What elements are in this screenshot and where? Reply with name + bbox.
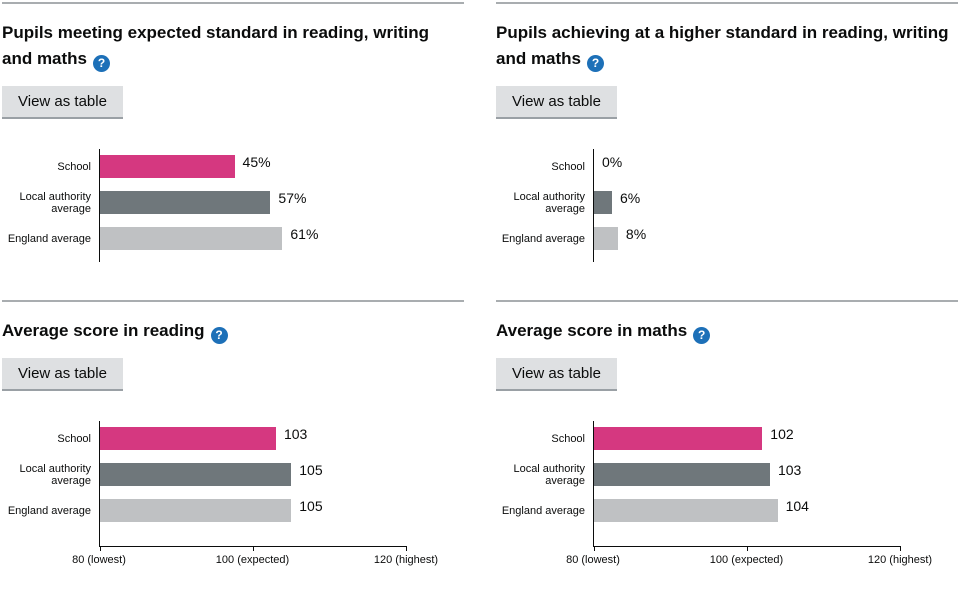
axis-tick xyxy=(406,546,407,551)
bar-school xyxy=(100,427,276,450)
bar-row: 45% xyxy=(100,155,399,178)
value-label: 103 xyxy=(283,426,308,442)
category-label-local-authority: Local authority average xyxy=(513,190,585,215)
x-axis-labels: 80 (lowest) 100 (expected) 120 (highest) xyxy=(72,554,438,568)
value-label: 103 xyxy=(777,462,802,478)
chart-title-maths: Average score in maths? xyxy=(496,318,951,344)
category-labels: School Local authority average England a… xyxy=(2,421,99,547)
bar-row: 57% xyxy=(100,191,399,214)
help-icon[interactable]: ? xyxy=(693,326,711,344)
bar-row: 102 xyxy=(594,427,900,450)
panel-higher-standard: Pupils achieving at a higher standard in… xyxy=(496,2,958,262)
bar-row: 105 xyxy=(100,463,406,486)
view-as-table-button[interactable]: View as table xyxy=(2,86,123,117)
category-label-local-authority: Local authority average xyxy=(19,462,91,487)
axis-tick xyxy=(747,546,748,551)
category-labels: School Local authority average England a… xyxy=(496,421,593,547)
category-label-england: England average xyxy=(7,504,91,517)
help-icon[interactable]: ? xyxy=(210,326,228,344)
plot-area: 45% 57% 61% xyxy=(99,149,399,262)
view-as-table-button[interactable]: View as table xyxy=(496,86,617,117)
value-label: 6% xyxy=(619,190,641,206)
chart-title-reading: Average score in reading? xyxy=(2,318,457,344)
plot-area: 0% 6% 8% xyxy=(593,149,893,262)
axis-tick-label-highest: 120 (highest) xyxy=(867,554,933,566)
axis-tick xyxy=(253,546,254,551)
bar-chart-expected-standard: School Local authority average England a… xyxy=(2,149,464,262)
category-label-local-authority: Local authority average xyxy=(19,190,91,215)
axis-tick-label-expected: 100 (expected) xyxy=(215,554,290,566)
value-label: 105 xyxy=(299,498,323,514)
category-label-local-authority: Local authority average xyxy=(513,462,585,487)
chart-title-expected-standard: Pupils meeting expected standard in read… xyxy=(2,20,457,72)
axis-tick-label-expected: 100 (expected) xyxy=(709,554,784,566)
x-axis-labels: 80 (lowest) 100 (expected) 120 (highest) xyxy=(566,554,932,568)
bar-row: 103 xyxy=(100,427,406,450)
chart-title-text: Pupils achieving at a higher standard in… xyxy=(496,23,949,68)
category-labels: School Local authority average England a… xyxy=(496,149,593,262)
plot-area: 102 103 104 xyxy=(593,421,901,551)
axis-tick xyxy=(594,546,595,551)
value-label: 45% xyxy=(242,154,271,170)
bar-england xyxy=(100,499,292,522)
view-as-table-button[interactable]: View as table xyxy=(2,358,123,389)
help-icon[interactable]: ? xyxy=(93,54,111,72)
panel-average-score-maths: Average score in maths? View as table Sc… xyxy=(496,300,958,568)
bar-england xyxy=(594,227,618,250)
chart-title-text: Average score in reading xyxy=(2,321,205,340)
help-icon[interactable]: ? xyxy=(587,54,605,72)
bar-chart-higher-standard: School Local authority average England a… xyxy=(496,149,958,262)
category-label-england: England average xyxy=(7,232,91,245)
bar-row: 105 xyxy=(100,499,406,522)
bar-local-authority xyxy=(100,463,292,486)
chart-title-text: Average score in maths xyxy=(496,321,688,340)
bar-row: 6% xyxy=(594,191,893,214)
category-label-school: School xyxy=(57,160,91,173)
value-label: 8% xyxy=(625,226,647,242)
chart-title-higher-standard: Pupils achieving at a higher standard in… xyxy=(496,20,951,72)
bar-row: 8% xyxy=(594,227,893,250)
value-label: 104 xyxy=(785,498,809,514)
axis-tick-label-highest: 120 (highest) xyxy=(373,554,439,566)
plot-area: 103 105 105 xyxy=(99,421,407,551)
value-label: 61% xyxy=(290,226,319,242)
category-label-school: School xyxy=(551,160,585,173)
category-label-school: School xyxy=(57,432,91,445)
bar-school xyxy=(594,427,763,450)
bar-england xyxy=(594,499,778,522)
bar-school xyxy=(100,155,235,178)
bar-local-authority xyxy=(594,191,612,214)
bar-local-authority xyxy=(594,463,770,486)
value-label: 102 xyxy=(770,426,794,442)
bar-england xyxy=(100,227,283,250)
category-label-england: England average xyxy=(501,504,585,517)
panel-average-score-reading: Average score in reading? View as table … xyxy=(2,300,464,568)
view-as-table-button[interactable]: View as table xyxy=(496,358,617,389)
axis-tick xyxy=(100,546,101,551)
bar-row: 0% xyxy=(594,155,893,178)
charts-grid: Pupils meeting expected standard in read… xyxy=(2,2,958,568)
category-label-school: School xyxy=(551,432,585,445)
axis-tick-label-lowest: 80 (lowest) xyxy=(566,554,620,566)
category-labels: School Local authority average England a… xyxy=(2,149,99,262)
axis-tick-label-lowest: 80 (lowest) xyxy=(72,554,126,566)
value-label: 0% xyxy=(602,154,623,170)
category-label-england: England average xyxy=(501,232,585,245)
bar-chart-maths: School Local authority average England a… xyxy=(496,421,958,551)
value-label: 105 xyxy=(299,462,323,478)
bar-row: 103 xyxy=(594,463,900,486)
value-label: 57% xyxy=(278,190,307,206)
bar-row: 104 xyxy=(594,499,900,522)
bar-local-authority xyxy=(100,191,271,214)
panel-expected-standard: Pupils meeting expected standard in read… xyxy=(2,2,464,262)
bar-chart-reading: School Local authority average England a… xyxy=(2,421,464,551)
axis-tick xyxy=(900,546,901,551)
bar-row: 61% xyxy=(100,227,399,250)
chart-title-text: Pupils meeting expected standard in read… xyxy=(2,23,429,68)
